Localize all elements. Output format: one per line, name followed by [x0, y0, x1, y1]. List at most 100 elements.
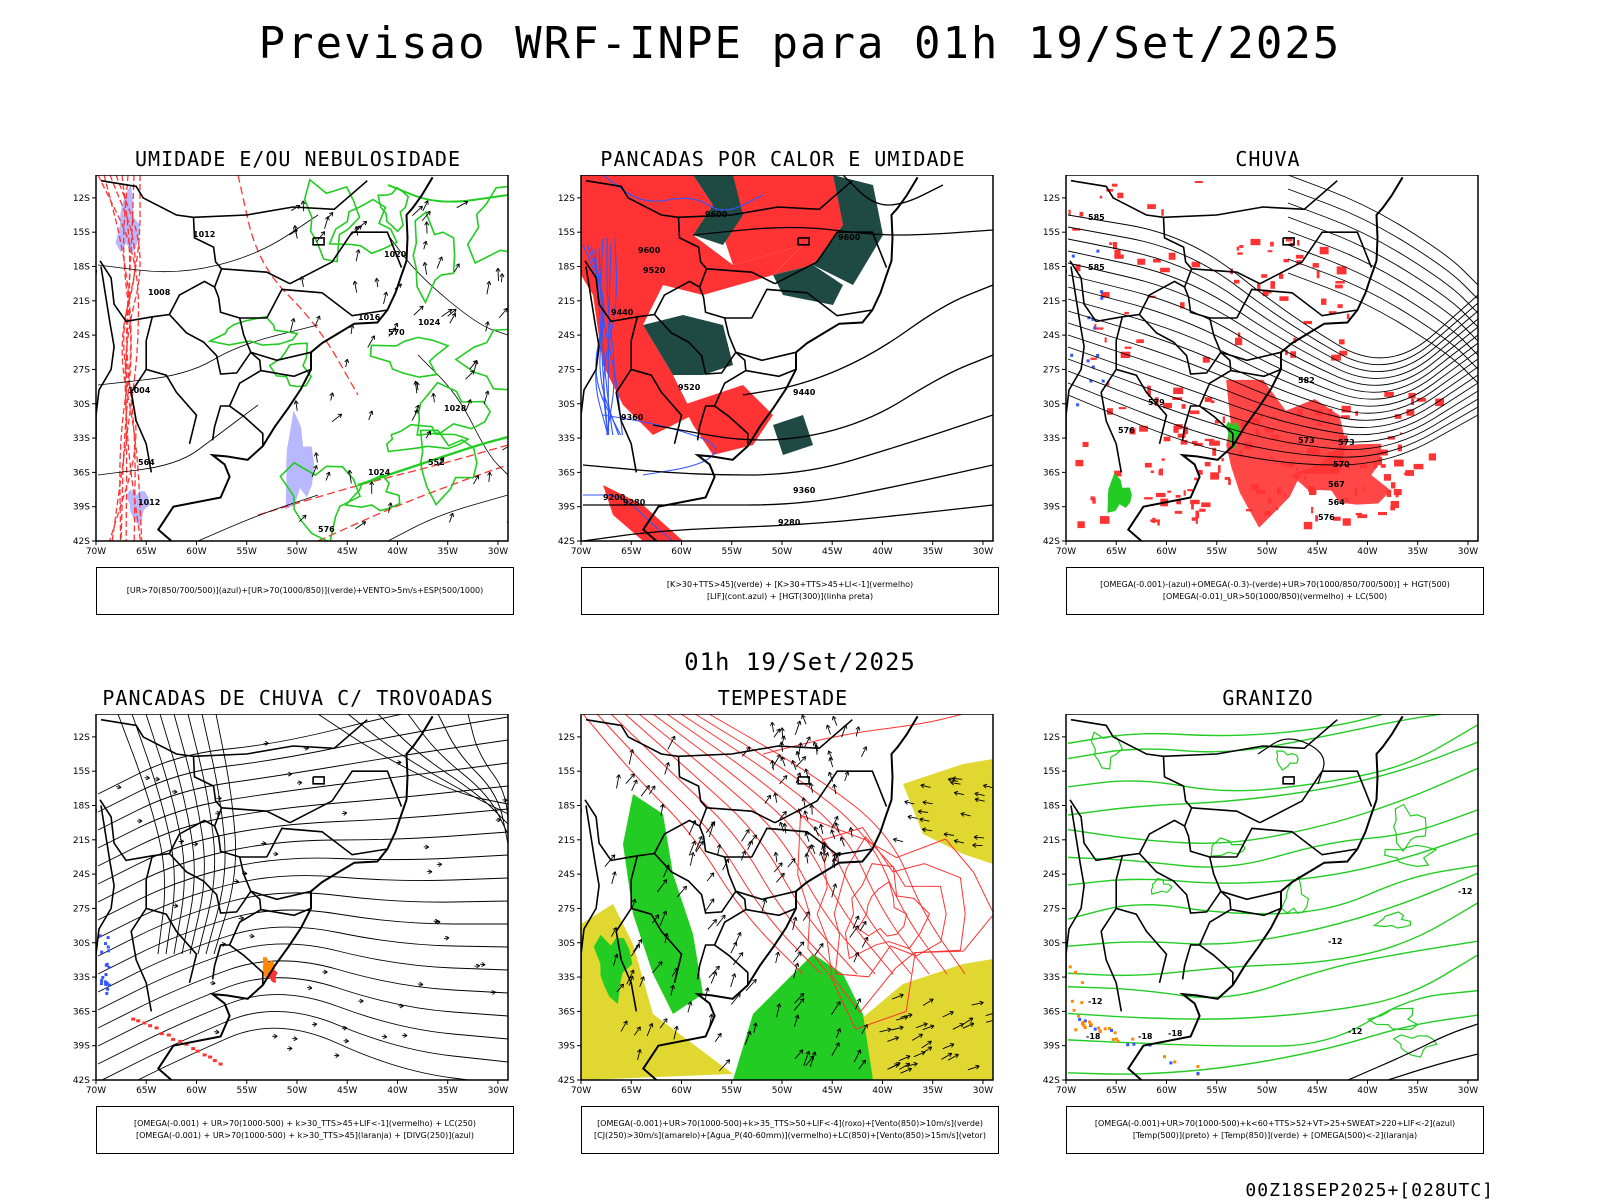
lat-tick-label: 27S	[1043, 365, 1060, 375]
contour-label: 579	[1148, 398, 1165, 407]
rain-cell	[1157, 522, 1160, 526]
lon-tick-label: 45W	[1307, 547, 1327, 557]
legend-box: [OMEGA(-0.001) + UR>70(1000-500) + k>30_…	[96, 1106, 514, 1154]
rain-cell	[1355, 411, 1358, 416]
rain-cell	[1125, 347, 1132, 349]
hail-cell	[1073, 1009, 1076, 1012]
lat-tick-label: 42S	[1043, 1076, 1060, 1086]
main-title: Previsao WRF-INPE para 01h 19/Set/2025	[0, 18, 1600, 69]
lon-tick-label: 30W	[1458, 547, 1478, 557]
hail-cell	[1163, 1055, 1166, 1058]
rain-cell	[1114, 250, 1120, 258]
rain-cell	[1152, 518, 1155, 523]
rain-cell	[1304, 522, 1313, 529]
rain-cell	[1091, 496, 1095, 500]
rain-cell	[1137, 259, 1145, 265]
lat-tick-label: 21S	[558, 836, 575, 846]
contour-label: 9360	[793, 486, 816, 495]
country-border	[1260, 771, 1372, 823]
lat-tick-label: 15S	[73, 228, 90, 238]
country-border	[1070, 800, 1185, 861]
lon-tick-label: 70W	[1056, 547, 1076, 557]
wind-vector	[796, 757, 806, 768]
storm-cell	[131, 1018, 135, 1021]
wind-vector	[706, 899, 714, 911]
country-border	[1237, 289, 1358, 318]
contour-label: 9280	[778, 518, 801, 527]
lat-tick-label: 24S	[558, 870, 575, 880]
legend-line: [OMEGA(-0.01)_UR>50(1000/850)(vermelho) …	[1163, 591, 1387, 603]
country-border	[1183, 945, 1200, 979]
lat-tick-label: 12S	[73, 194, 90, 204]
hgt500-contour	[1068, 287, 1478, 399]
contour-label: 1024	[418, 318, 441, 327]
legend-box: [OMEGA(-0.001)+UR>70(1000-500)+k<60+TTS>…	[1066, 1106, 1484, 1154]
rain-cell	[1381, 464, 1386, 468]
lon-tick-label: 70W	[571, 547, 591, 557]
rain-cell	[1161, 209, 1164, 216]
country-border	[1192, 269, 1260, 284]
lon-tick-label: 55W	[1207, 1086, 1227, 1096]
rain-cell	[1184, 490, 1186, 495]
lat-tick-label: 27S	[73, 365, 90, 375]
rain-cell	[1210, 472, 1219, 479]
streamline	[98, 763, 508, 848]
contour-label: 576	[1318, 513, 1335, 522]
lat-tick-label: 39S	[1043, 503, 1060, 513]
rain-cell	[1192, 517, 1196, 521]
storm-cell	[213, 1059, 217, 1062]
country-border	[746, 908, 796, 915]
divg-cell	[106, 982, 109, 985]
lon-tick-label: 30W	[488, 547, 508, 557]
divg-cell	[107, 966, 110, 969]
lat-tick-label: 27S	[558, 904, 575, 914]
omega-cell	[1070, 354, 1073, 357]
wind-vector	[465, 371, 474, 380]
rain-cell	[1124, 312, 1129, 315]
lat-tick-label: 27S	[558, 365, 575, 375]
country-border	[1192, 808, 1260, 823]
rain-cell	[1182, 404, 1186, 409]
divg-cell	[100, 979, 103, 982]
lat-tick-label: 39S	[73, 503, 90, 513]
lat-tick-label: 36S	[73, 1007, 90, 1017]
hail-cell	[1169, 1061, 1172, 1064]
rain-cell	[1144, 497, 1153, 499]
contour-label: 1024	[368, 468, 391, 477]
contour-label: 1012	[193, 230, 215, 239]
rain-cell	[1223, 416, 1225, 423]
storm-cell	[136, 1019, 140, 1022]
storm-cell	[171, 1038, 175, 1041]
wind-vector	[812, 805, 813, 815]
wind-vector	[795, 942, 804, 952]
storm-cell	[155, 1026, 159, 1029]
humidity-contour	[371, 337, 449, 377]
contour-label: -18	[1168, 1029, 1183, 1038]
rain-cell	[1378, 512, 1387, 515]
divg-cell	[107, 936, 110, 939]
lon-tick-label: 50W	[1257, 547, 1277, 557]
lon-tick-label: 60W	[1156, 547, 1176, 557]
humidity-patch	[286, 410, 315, 509]
humidity-contour	[456, 329, 529, 391]
divg-cell	[100, 982, 103, 985]
lon-tick-label: 50W	[772, 547, 792, 557]
lon-tick-label: 45W	[337, 547, 357, 557]
wind-vector	[499, 308, 507, 318]
hail-cell	[1090, 1023, 1093, 1026]
legend-line: [OMEGA(-0.001) + UR>70(1000-500) + k>30_…	[136, 1130, 474, 1142]
lat-tick-label: 18S	[558, 802, 575, 812]
lat-tick-label: 33S	[1043, 434, 1060, 444]
hail-cell	[1126, 1043, 1129, 1046]
wind-area	[733, 954, 873, 1080]
rain-cell	[1391, 501, 1399, 508]
wind-vector	[414, 306, 423, 315]
streamline	[378, 714, 508, 824]
streamline	[98, 944, 508, 1010]
country-border	[736, 352, 796, 360]
hail-cell	[1115, 1038, 1118, 1041]
rain-cell	[1239, 245, 1243, 248]
